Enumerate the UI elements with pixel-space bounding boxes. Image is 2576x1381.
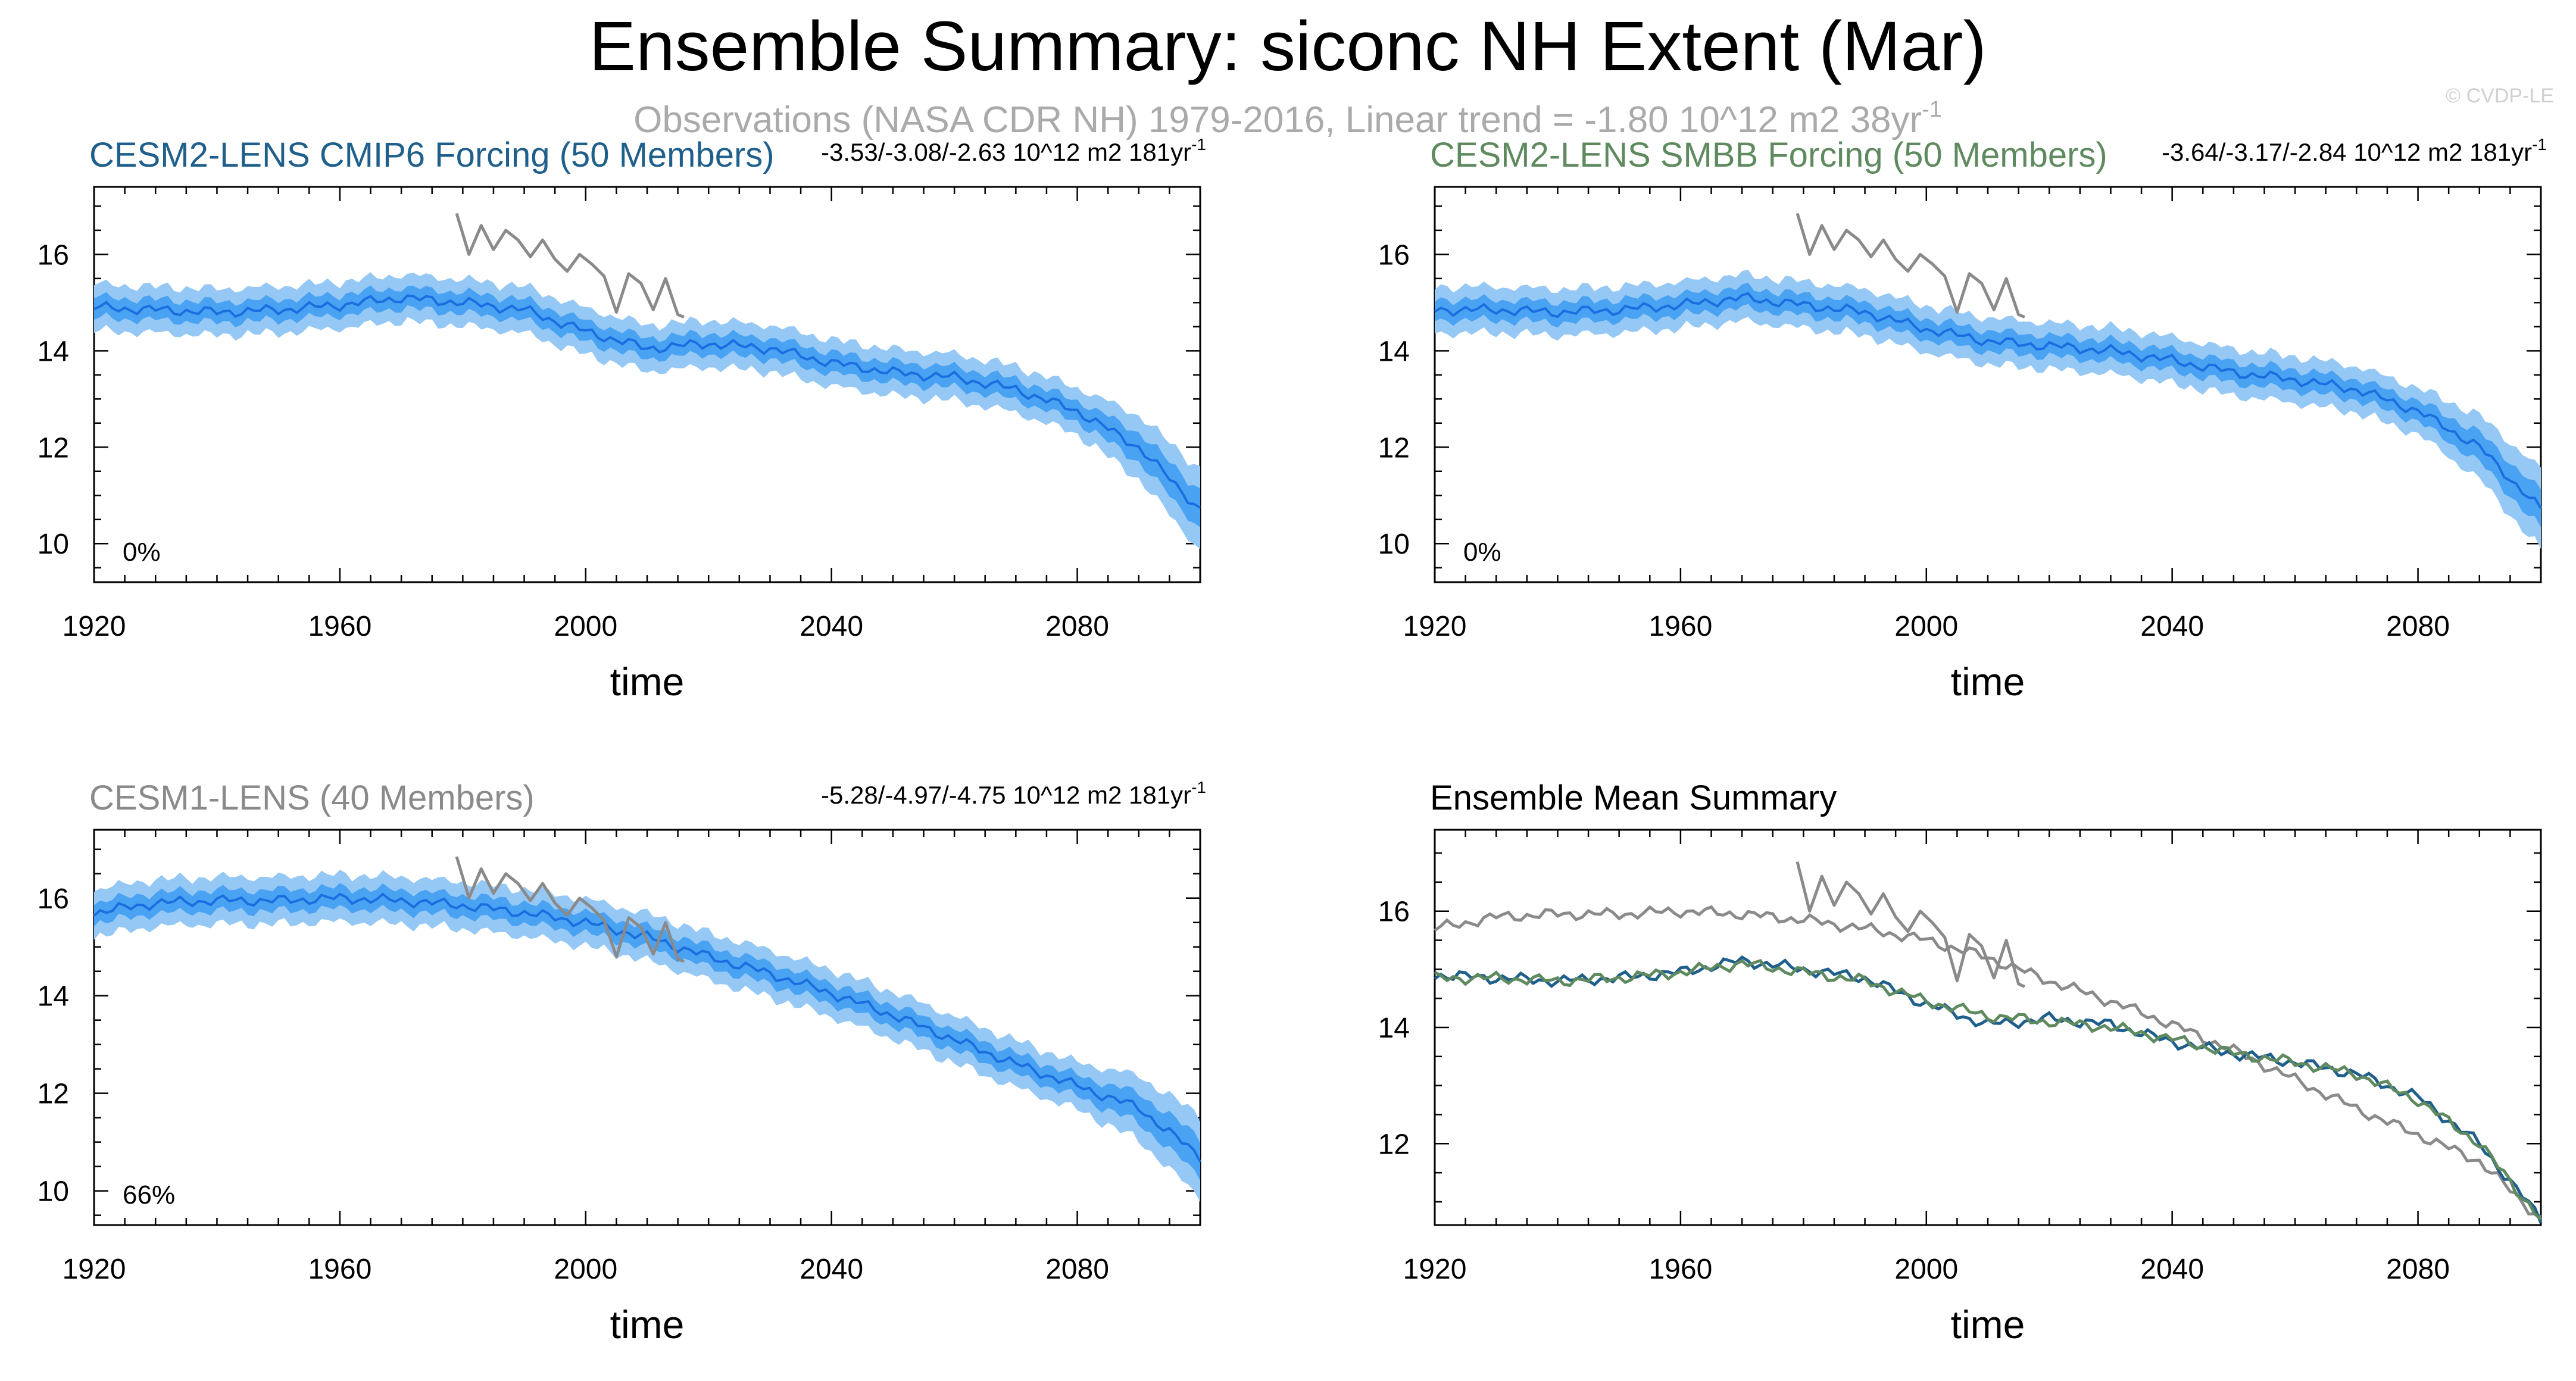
figure-title: Ensemble Summary: siconc NH Extent (Mar)	[589, 7, 1987, 86]
observations-line	[455, 856, 685, 963]
observations-line	[1796, 861, 2025, 988]
trend-text-sup: -1	[2532, 135, 2547, 154]
x-tick-label: 1960	[308, 1254, 371, 1285]
y-tick-label: 14	[1378, 1013, 1410, 1044]
x-tick-label: 1960	[1648, 1254, 1712, 1285]
panel-4: Ensemble Mean Summary 12 14 16 1920 1960 2000 2…	[1378, 779, 2543, 1346]
y-tick-label: 14	[1378, 336, 1410, 367]
y-tick-label: 16	[1378, 239, 1410, 271]
x-axis-label: time	[610, 660, 685, 704]
trend-text-value: -3.53/-3.08/-2.63 10^12 m2 181yr	[821, 138, 1191, 166]
x-tick-label: 1920	[1403, 1254, 1467, 1285]
y-tick-label: 12	[38, 1079, 69, 1110]
x-tick-label: 2040	[2140, 611, 2204, 642]
y-tick-label: 14	[38, 336, 69, 367]
y-tick-label: 16	[1378, 896, 1410, 928]
x-axis-label: time	[610, 1302, 685, 1346]
x-tick-label: 1960	[1648, 611, 1712, 642]
ensemble-spread-outer-band	[1435, 269, 2541, 549]
y-tick-label: 10	[38, 1176, 69, 1208]
trend-text-sup: -1	[1191, 135, 1206, 154]
panel-1: CESM2-LENS CMIP6 Forcing (50 Members) -3.…	[38, 135, 1206, 704]
panel-title: CESM2-LENS SMBB Forcing (50 Members)	[1430, 136, 2107, 174]
x-tick-label: 2080	[1045, 1254, 1109, 1285]
trend-text: -3.53/-3.08/-2.63 10^12 m2 181yr-1	[821, 135, 1206, 166]
ensemble-mean-line	[93, 892, 1201, 1163]
chart-panels: CESM2-LENS CMIP6 Forcing (50 Members) -3.…	[38, 135, 2547, 1346]
ensemble-spread-inner-band	[94, 883, 1200, 1181]
x-axis-label: time	[1951, 660, 2025, 704]
observations-label-sup: -1	[1922, 97, 1942, 122]
x-tick-label: 2000	[1894, 1254, 1958, 1285]
panel-title: Ensemble Mean Summary	[1430, 779, 1837, 817]
observations-label-text: Observations (NASA CDR NH) 1979-2016, Li…	[633, 99, 1922, 140]
plot-frame	[1434, 829, 2542, 1226]
trend-text-value: -5.28/-4.97/-4.75 10^12 m2 181yr	[821, 781, 1191, 809]
x-tick-label: 1960	[308, 611, 371, 642]
trend-text-value: -3.64/-3.17/-2.84 10^12 m2 181yr	[2162, 138, 2532, 166]
y-tick-label: 16	[38, 883, 69, 915]
panel-title: CESM1-LENS (40 Members)	[89, 779, 535, 817]
observations-line	[1796, 213, 2025, 318]
y-tick-label: 12	[1378, 1129, 1410, 1160]
panel-3: CESM1-LENS (40 Members) -5.28/-4.97/-4.75…	[38, 778, 1206, 1346]
watermark: © CVDP-LE	[2446, 85, 2554, 107]
y-tick-label: 10	[38, 529, 69, 560]
ensemble-mean-series-3	[1434, 958, 2542, 1221]
x-tick-label: 1920	[63, 611, 126, 642]
x-tick-label: 2080	[1045, 611, 1109, 642]
percent-label: 66%	[123, 1180, 175, 1210]
y-tick-label: 12	[38, 432, 69, 464]
panel-title: CESM2-LENS CMIP6 Forcing (50 Members)	[89, 136, 775, 174]
percent-label: 0%	[123, 538, 161, 567]
x-tick-label: 2080	[2386, 1254, 2450, 1285]
y-tick-label: 12	[1378, 432, 1410, 464]
trend-text: -5.28/-4.97/-4.75 10^12 m2 181yr-1	[821, 778, 1206, 809]
y-tick-label: 10	[1378, 529, 1410, 560]
ensemble-mean-line	[93, 294, 1201, 509]
x-tick-label: 2040	[800, 1254, 863, 1285]
ensemble-mean-series-1	[1434, 905, 2542, 1218]
x-tick-label: 2040	[2140, 1254, 2204, 1285]
x-axis-label: time	[1951, 1302, 2025, 1346]
ensemble-spread-inner-band	[94, 285, 1200, 527]
ensemble-mean-line	[1434, 292, 2542, 509]
x-tick-label: 1920	[1403, 611, 1467, 642]
panel-2: CESM2-LENS SMBB Forcing (50 Members) -3.6…	[1378, 135, 2547, 704]
x-tick-label: 2000	[554, 1254, 617, 1285]
y-tick-label: 14	[38, 981, 69, 1013]
x-tick-label: 2080	[2386, 611, 2450, 642]
x-tick-label: 2000	[1894, 611, 1958, 642]
x-tick-label: 1920	[63, 1254, 126, 1285]
observations-line	[455, 213, 685, 318]
trend-text: -3.64/-3.17/-2.84 10^12 m2 181yr-1	[2162, 135, 2547, 166]
x-tick-label: 2000	[554, 611, 617, 642]
observations-label: Observations (NASA CDR NH) 1979-2016, Li…	[633, 97, 1942, 140]
x-tick-label: 2040	[800, 611, 863, 642]
percent-label: 0%	[1463, 538, 1501, 567]
y-tick-label: 16	[38, 239, 69, 271]
trend-text-sup: -1	[1191, 778, 1206, 796]
